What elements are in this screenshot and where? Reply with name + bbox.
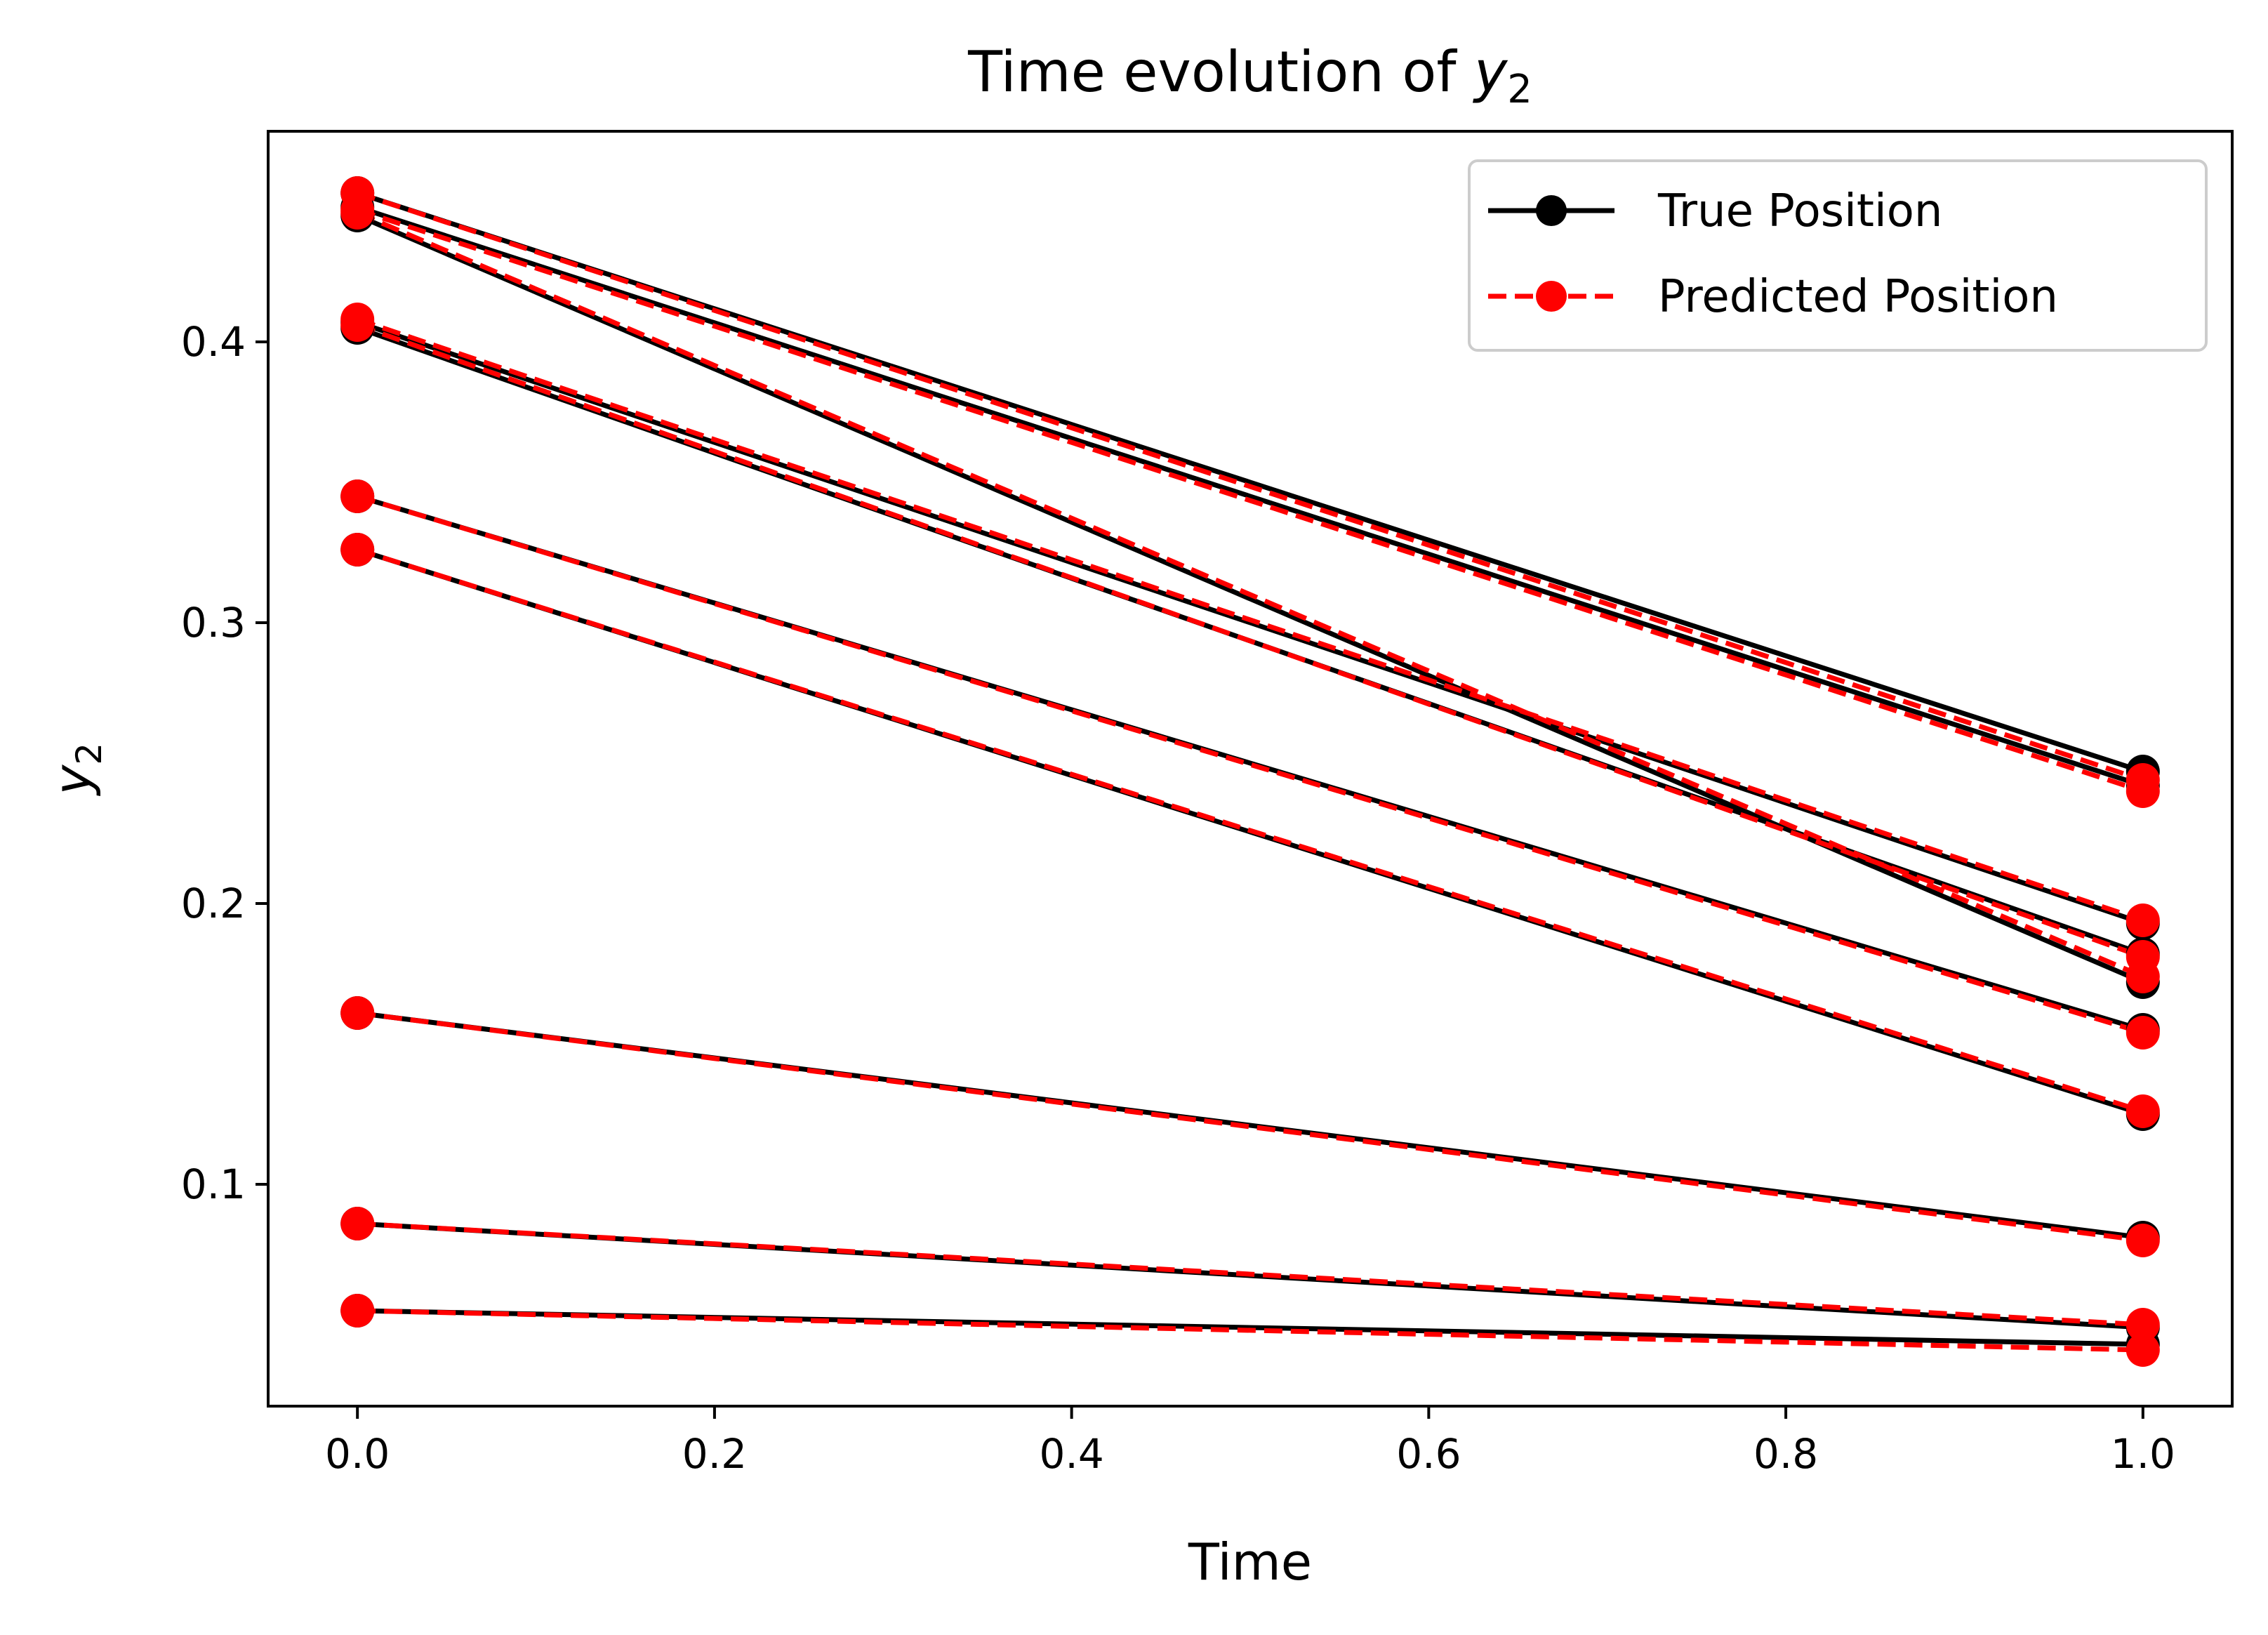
- x-tick-label: 0.6: [1396, 1430, 1461, 1478]
- y-axis: 0.1 0.2 0.3 0.4: [181, 318, 268, 1208]
- predicted-point-5-0: [340, 479, 375, 513]
- predicted-series-line-1: [357, 207, 2144, 794]
- predicted-point-7-0: [340, 996, 375, 1030]
- axes-frame: [267, 130, 2234, 1408]
- predicted-series-line-0: [357, 190, 2144, 783]
- predicted-point-8-1: [2126, 1308, 2160, 1342]
- predicted-series-line-5: [357, 494, 2144, 1035]
- true-series-line-3: [357, 319, 2144, 926]
- predicted-series-line-6: [357, 547, 2144, 1114]
- predicted-series-line-7: [357, 1010, 2144, 1243]
- true-series-line-0: [357, 190, 2144, 774]
- predicted-point-4-0: [340, 308, 375, 342]
- predicted-series-line-3: [357, 317, 2144, 923]
- predicted-point-4-1: [2126, 940, 2160, 974]
- chart-title: Time evolution of y2: [967, 39, 1532, 112]
- predicted-point-5-1: [2126, 1016, 2160, 1050]
- legend: True Position Predicted Position: [1468, 159, 2208, 352]
- series-layer: [356, 190, 2144, 1353]
- predicted-point-9-1: [2126, 1333, 2160, 1367]
- x-tick-label: 0.0: [325, 1430, 390, 1478]
- x-tick-label: 0.8: [1753, 1430, 1818, 1478]
- predicted-point-6-0: [340, 533, 375, 567]
- predicted-point-1-1: [2126, 774, 2160, 808]
- x-tick-label: 1.0: [2111, 1430, 2175, 1478]
- legend-predicted-marker: [1536, 281, 1567, 312]
- predicted-series-line-8: [357, 1221, 2144, 1328]
- legend-true-marker: [1536, 195, 1567, 226]
- y-tick-label: 0.3: [181, 599, 246, 647]
- predicted-series-line-9: [357, 1308, 2143, 1353]
- legend-true-label: True Position: [1657, 185, 1942, 237]
- y-tick-label: 0.1: [181, 1160, 246, 1208]
- y-tick-label: 0.4: [181, 318, 246, 366]
- y-tick-label: 0.2: [181, 880, 246, 927]
- predicted-series-line-4: [357, 322, 2144, 960]
- x-tick-label: 0.2: [682, 1430, 747, 1478]
- legend-box: [1468, 159, 2208, 352]
- predicted-point-3-1: [2126, 903, 2160, 937]
- predicted-point-9-0: [340, 1294, 375, 1328]
- predicted-point-8-0: [340, 1207, 375, 1240]
- x-tick-label: 0.4: [1040, 1430, 1104, 1478]
- y-axis-label: y2: [43, 743, 110, 796]
- marker-layer: [340, 176, 2160, 1367]
- x-axis: 0.0 0.2 0.4 0.6 0.8 1.0: [325, 1406, 2175, 1478]
- legend-predicted-label: Predicted Position: [1658, 271, 2058, 323]
- predicted-point-7-1: [2126, 1224, 2160, 1257]
- predicted-point-2-0: [340, 196, 375, 230]
- true-series-line-1: [357, 204, 2144, 788]
- x-axis-label: Time: [1188, 1533, 1312, 1591]
- predicted-point-6-1: [2126, 1094, 2160, 1128]
- true-series-line-2: [356, 213, 2144, 985]
